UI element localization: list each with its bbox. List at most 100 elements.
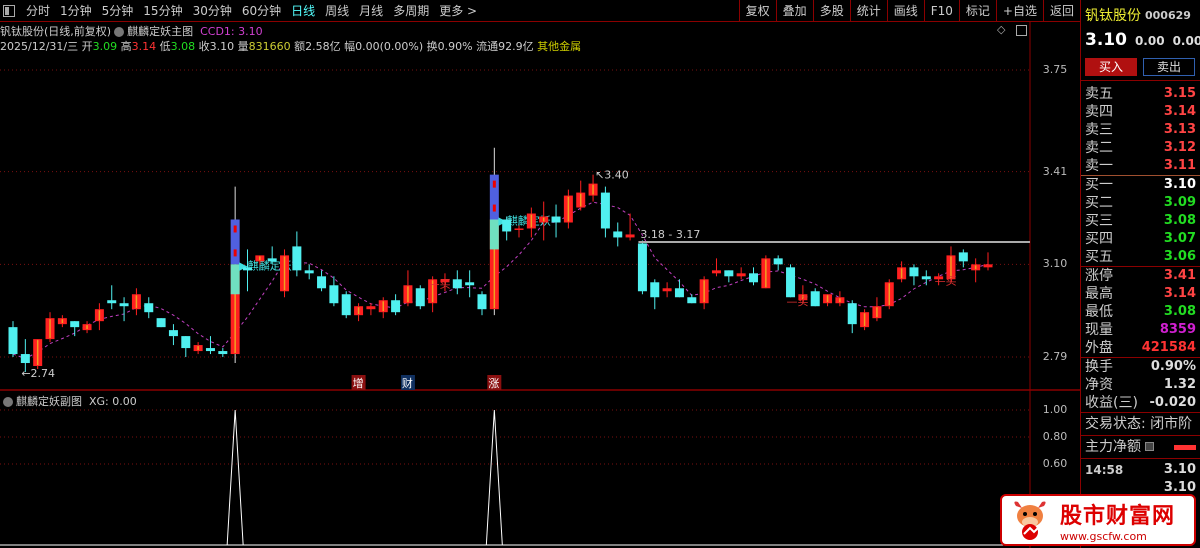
period-tab[interactable]: 更多 > bbox=[439, 4, 478, 18]
period-tab[interactable]: 分时 bbox=[26, 4, 51, 18]
signal-mark bbox=[492, 180, 496, 188]
sub-indicator-dropdown-icon[interactable] bbox=[3, 397, 13, 407]
candle-body bbox=[625, 234, 635, 238]
tool-button[interactable]: 复权 bbox=[738, 0, 776, 22]
row-value: 3.07 bbox=[1163, 231, 1196, 246]
stats2-row: 净资 1.32 bbox=[1081, 376, 1200, 394]
period-tab[interactable]: 5分钟 bbox=[101, 4, 134, 18]
sub-indicator-name[interactable]: 麒麟定妖副图 bbox=[16, 395, 82, 408]
stats-row: 现量 8359 bbox=[1081, 321, 1200, 339]
logo-name: 股市财富网 bbox=[1060, 503, 1176, 529]
bids-row: 买四 3.07 bbox=[1081, 230, 1200, 248]
sub-chart-title: 麒麟定妖副图 XG: 0.00 bbox=[0, 393, 137, 409]
candle-body bbox=[205, 348, 215, 352]
row-label: 收益(三) bbox=[1085, 395, 1138, 411]
xg-spike bbox=[226, 409, 244, 546]
price-pct: 0.00% bbox=[1172, 34, 1200, 48]
row-value: 3.08 bbox=[1163, 213, 1196, 228]
row-label: 卖三 bbox=[1085, 122, 1113, 138]
marker-bg bbox=[487, 375, 502, 390]
row-label: 卖四 bbox=[1085, 104, 1113, 120]
buy-button[interactable]: 买入 bbox=[1085, 58, 1137, 76]
marker-label: 财 bbox=[402, 376, 413, 390]
row-label: 涨停 bbox=[1085, 268, 1113, 284]
price-tick: 3.75 bbox=[1042, 63, 1068, 76]
sell-button[interactable]: 卖出 bbox=[1143, 58, 1195, 76]
row-label: 买一 bbox=[1085, 177, 1113, 193]
main-net-bar bbox=[1174, 445, 1196, 450]
period-tab[interactable]: 60分钟 bbox=[241, 4, 282, 18]
candle-body bbox=[600, 192, 610, 229]
period-tab[interactable]: 月线 bbox=[359, 4, 384, 18]
marker-label: 增 bbox=[353, 376, 364, 390]
period-tab[interactable]: 日线 bbox=[291, 4, 316, 18]
candle-body bbox=[847, 303, 857, 325]
tool-button[interactable]: 叠加 bbox=[775, 0, 813, 22]
buy-signal: —买 bbox=[935, 274, 957, 287]
candle-body bbox=[292, 246, 302, 271]
candle-body bbox=[465, 282, 475, 286]
tool-button[interactable]: 返回 bbox=[1042, 0, 1080, 22]
tick-row: 14:58 3.10 bbox=[1081, 461, 1200, 479]
period-tab[interactable]: 1分钟 bbox=[60, 4, 92, 18]
candle-body bbox=[267, 258, 277, 262]
price-tick: 3.10 bbox=[1042, 257, 1068, 271]
tool-button[interactable]: F10 bbox=[923, 0, 959, 22]
candle-body bbox=[391, 300, 401, 313]
volume-value: 831660 bbox=[248, 40, 291, 53]
main-net-label: 主力净额 bbox=[1085, 439, 1141, 455]
close-value: 3.10 bbox=[209, 40, 235, 53]
toggle-icon[interactable] bbox=[1145, 442, 1155, 451]
row-value: 421584 bbox=[1141, 340, 1196, 355]
price-tick: 2.79 bbox=[1042, 350, 1068, 364]
tool-button[interactable]: 标记 bbox=[958, 0, 996, 22]
signal-bar bbox=[230, 219, 240, 265]
candle-body bbox=[674, 288, 684, 298]
row-value: -0.020 bbox=[1149, 395, 1196, 410]
bids-row: 买二 3.09 bbox=[1081, 194, 1200, 212]
period-tab[interactable]: 多周期 bbox=[393, 4, 430, 18]
signal-mark bbox=[492, 204, 496, 212]
signal-mark bbox=[233, 225, 237, 233]
tick-row: 3.10 bbox=[1081, 479, 1200, 497]
tool-button[interactable]: +自选 bbox=[995, 0, 1043, 22]
row-label: 买三 bbox=[1085, 213, 1113, 229]
logo-url: www.gscfw.com bbox=[1060, 529, 1147, 543]
row-value: 1.32 bbox=[1163, 377, 1196, 392]
row-value: 3.06 bbox=[1163, 249, 1196, 264]
signal-mark bbox=[233, 249, 237, 257]
period-tab[interactable]: 15分钟 bbox=[143, 4, 183, 18]
price-change: 0.00 bbox=[1134, 34, 1165, 48]
tool-button[interactable]: 画线 bbox=[886, 0, 924, 22]
candle-body bbox=[749, 273, 759, 283]
kline-chart[interactable]: ▶麒麟定妖 ▶麒麟定妖 —买 —买 —买 ←2.74 ↖3.40 3.18 - 3.17 增 财 涨 bbox=[0, 0, 1080, 548]
tick-price: 3.10 bbox=[1163, 480, 1196, 495]
amount: 额2.58亿 bbox=[294, 40, 341, 53]
sub-tick: 0.60 bbox=[1042, 457, 1068, 470]
ohlc-row: 2025/12/31/三 开3.09 高3.14 低3.08 收3.10 量83… bbox=[0, 38, 581, 54]
xg-spike bbox=[485, 409, 503, 546]
period-tab[interactable]: 30分钟 bbox=[192, 4, 232, 18]
row-value: 3.14 bbox=[1163, 104, 1196, 119]
open-label: 开 bbox=[81, 40, 93, 53]
marker-bg bbox=[351, 375, 366, 390]
tool-button[interactable]: 多股 bbox=[812, 0, 850, 22]
candle-body bbox=[366, 306, 376, 310]
candle-body bbox=[662, 288, 672, 292]
diamond-icon[interactable]: ◇ bbox=[997, 23, 1006, 36]
asks-row: 卖三 3.13 bbox=[1081, 121, 1200, 139]
xg-value: XG: 0.00 bbox=[89, 395, 137, 408]
sector[interactable]: 其他金属 bbox=[537, 40, 582, 53]
marker-label: 涨 bbox=[488, 377, 499, 390]
asks-row: 卖二 3.12 bbox=[1081, 139, 1200, 157]
panel-toggle-icon[interactable] bbox=[3, 4, 15, 17]
price-tick: 3.41 bbox=[1042, 164, 1068, 178]
indicator-name[interactable]: 麒麟定妖主图 bbox=[127, 25, 194, 38]
ma-line bbox=[12, 201, 989, 360]
indicator-dropdown-icon[interactable] bbox=[114, 27, 125, 37]
layout-icon[interactable] bbox=[1016, 25, 1027, 36]
tool-button[interactable]: 统计 bbox=[849, 0, 887, 22]
buy-signal: —买 bbox=[787, 295, 809, 308]
candle-body bbox=[119, 303, 129, 307]
period-tab[interactable]: 周线 bbox=[325, 4, 350, 18]
